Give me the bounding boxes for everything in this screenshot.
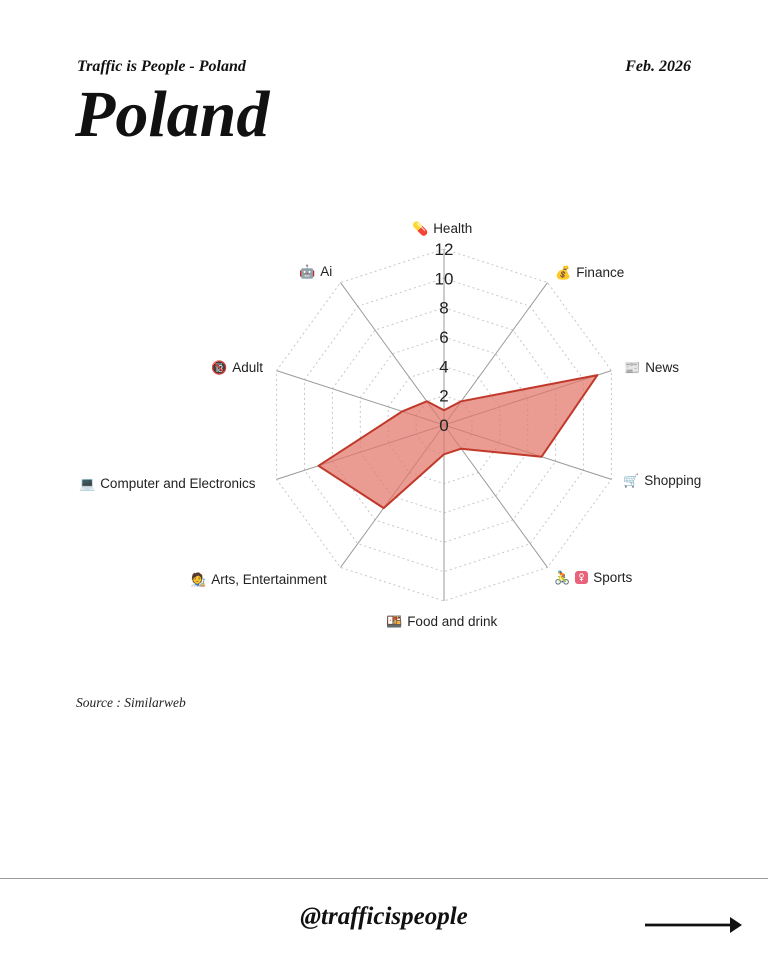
svg-text:0: 0 <box>439 416 448 435</box>
svg-text:4: 4 <box>439 357 448 376</box>
svg-text:6: 6 <box>439 328 448 347</box>
svg-text:12: 12 <box>435 240 454 259</box>
svg-text:2: 2 <box>439 387 448 406</box>
svg-text:10: 10 <box>435 269 454 288</box>
svg-text:8: 8 <box>439 299 448 318</box>
